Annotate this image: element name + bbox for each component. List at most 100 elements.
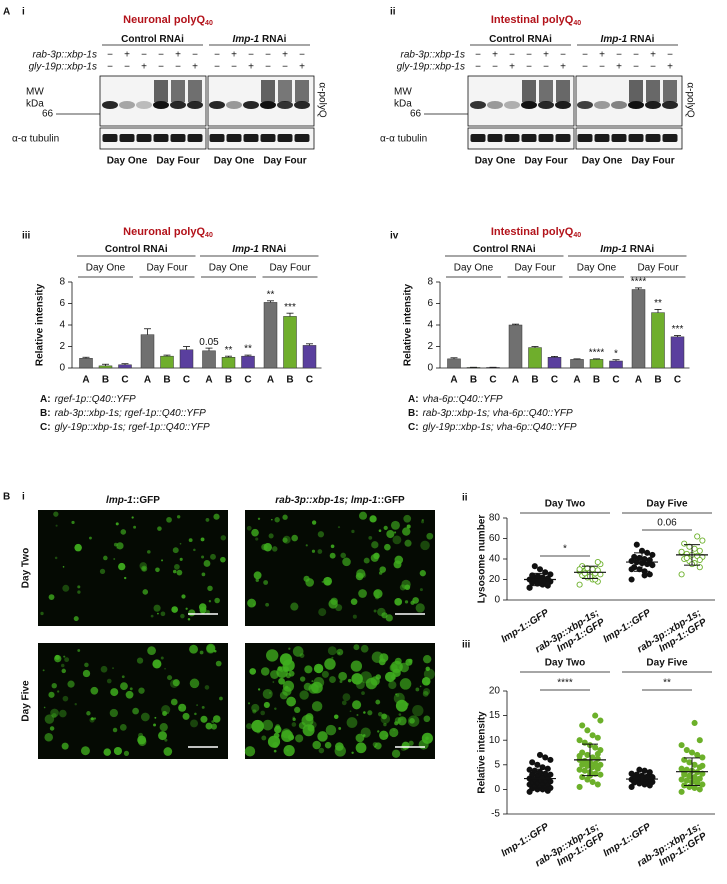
dot <box>694 778 701 785</box>
micrograph-puncta <box>138 687 145 694</box>
y-tick-label: 4 <box>427 320 433 331</box>
dot <box>536 566 544 573</box>
micrograph-puncta <box>147 550 151 554</box>
micrograph-puncta <box>378 529 382 532</box>
dot <box>539 764 546 771</box>
mw-label: MW <box>394 87 412 98</box>
dot <box>699 781 706 788</box>
micrograph-puncta <box>394 531 397 534</box>
dot <box>691 545 698 552</box>
significance: **** <box>631 277 647 288</box>
micrograph-puncta <box>106 678 112 684</box>
sign: + <box>667 62 673 73</box>
x-tick-label: A <box>635 375 642 386</box>
micrograph-puncta <box>154 716 157 719</box>
dot <box>696 564 703 571</box>
key-letter: A: <box>40 394 51 405</box>
dot <box>542 754 549 761</box>
micrograph-puncta <box>355 742 367 754</box>
micrograph-puncta <box>61 668 67 674</box>
blot-band <box>119 101 135 109</box>
group-label-part: Control RNAi <box>473 244 536 255</box>
tubulin-band <box>153 134 169 142</box>
micrograph-puncta <box>367 710 373 716</box>
micrograph-puncta <box>329 552 336 559</box>
micrograph-puncta <box>244 746 256 757</box>
bar <box>98 365 113 369</box>
micrograph-puncta <box>423 715 431 723</box>
micrograph-puncta <box>292 717 296 721</box>
y-tick-label: 40 <box>489 554 501 565</box>
dot <box>594 781 601 788</box>
micrograph-puncta <box>50 708 59 718</box>
dot <box>544 580 551 587</box>
x-tick-label: C <box>121 375 128 386</box>
blot-band <box>470 101 486 109</box>
antibody-label: α-polyQ <box>684 82 695 117</box>
micrograph-puncta <box>305 713 314 722</box>
tubulin-band <box>277 134 293 142</box>
group-label-part: Control RNAi <box>121 34 184 45</box>
micrograph-puncta <box>305 578 314 587</box>
dot <box>526 584 533 591</box>
dot <box>686 759 693 766</box>
micrograph-puncta <box>201 705 205 709</box>
micrograph-puncta <box>255 537 259 541</box>
micrograph-puncta <box>120 682 128 691</box>
x-tick-label: A <box>512 375 519 386</box>
dot <box>628 783 635 790</box>
dot <box>597 771 604 778</box>
group-label: Imp-1 RNAi <box>600 244 654 255</box>
key-entry: C: gly-19p::xbp-1s; vha-6p::Q40::YFP <box>408 422 577 433</box>
micrograph-puncta <box>272 681 275 683</box>
micrograph-puncta <box>350 598 358 605</box>
dot <box>631 553 638 561</box>
y-tick-label: -5 <box>491 809 500 820</box>
micrograph-puncta <box>286 696 297 707</box>
micrograph-puncta <box>360 727 371 738</box>
sign: − <box>526 62 532 73</box>
micrograph-puncta <box>410 600 415 605</box>
x-tick-label: A <box>450 375 457 386</box>
micrograph-puncta <box>282 659 295 672</box>
comparison: 0.06 <box>657 518 677 529</box>
micrograph <box>38 510 228 626</box>
dot <box>589 732 596 739</box>
group-label: Day Two <box>545 499 585 510</box>
micrograph-puncta <box>249 668 257 675</box>
day-label: Day One <box>214 156 255 167</box>
dot <box>597 717 604 724</box>
x-tick-label: A <box>267 375 274 386</box>
dot <box>691 761 698 768</box>
sign: + <box>175 50 181 61</box>
micrograph-puncta <box>405 658 413 666</box>
y-tick-label: 20 <box>489 574 501 585</box>
micrograph-puncta <box>54 654 60 660</box>
group-label-part: RNAi <box>627 34 654 45</box>
day-label: Day Four <box>637 263 679 274</box>
tubulin-band <box>243 134 259 142</box>
dot <box>589 566 596 573</box>
micrograph-puncta <box>288 647 291 650</box>
dot <box>678 776 685 783</box>
micrograph-puncta <box>190 719 199 728</box>
sign: + <box>124 50 130 61</box>
bar <box>140 334 155 369</box>
micrograph-puncta <box>291 534 298 542</box>
row-label: gly-19p::xbp-1s <box>29 62 97 73</box>
significance: ** <box>244 344 252 355</box>
micrograph-puncta <box>298 721 306 730</box>
key-text: gly-19p::xbp-1s; rgef-1p::Q40::YFP <box>55 422 210 433</box>
kda-label: kDa <box>394 99 412 110</box>
micrograph-puncta <box>425 666 430 672</box>
micrograph-puncta <box>263 701 270 708</box>
comparison: * <box>563 544 567 555</box>
micrograph-puncta <box>383 525 388 530</box>
blot-band <box>187 101 203 109</box>
micrograph-puncta <box>356 680 365 690</box>
sign: − <box>214 50 220 61</box>
dot <box>646 571 653 578</box>
dot <box>547 771 554 778</box>
day-label: Day Four <box>146 263 188 274</box>
y-tick-label: 5 <box>494 759 500 770</box>
